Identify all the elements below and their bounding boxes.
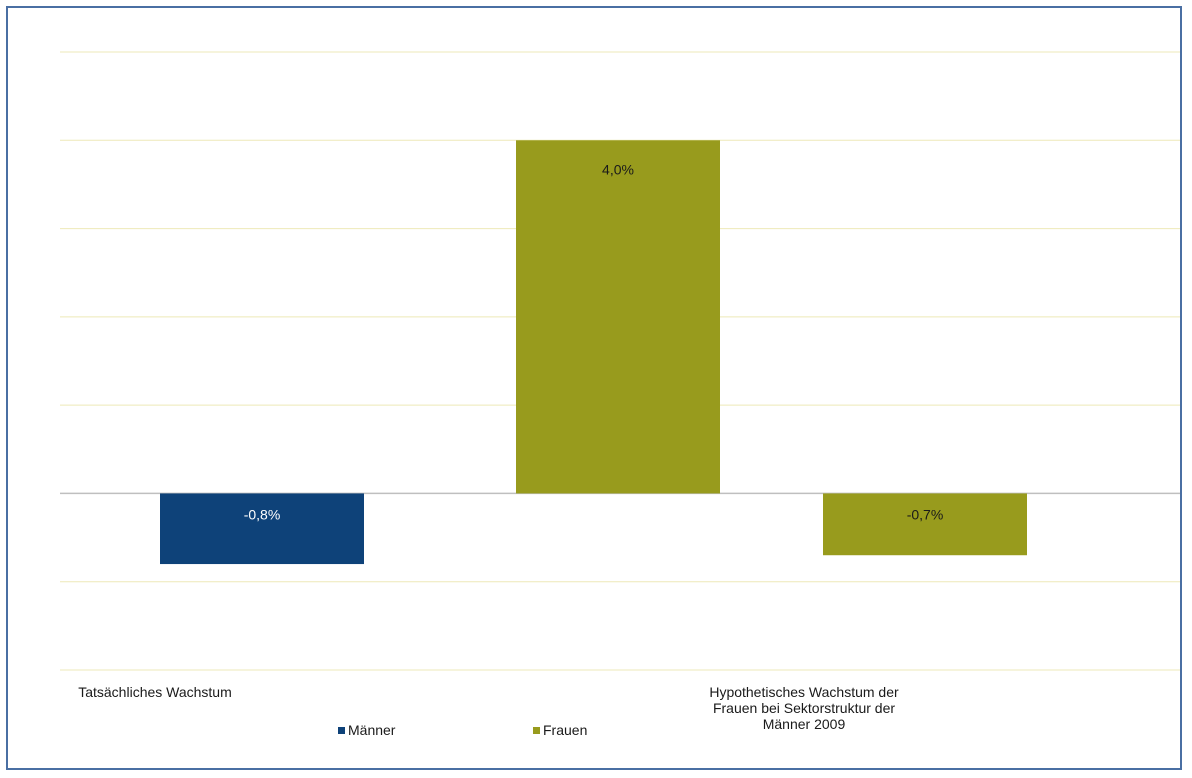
data-label-0: -0,8% [244, 506, 281, 522]
bar-mnner-0 [160, 493, 364, 565]
legend: Männer Frauen [338, 722, 587, 738]
bars [160, 140, 1027, 565]
legend-label-mnner: Männer [348, 722, 396, 738]
category-labels: Tatsächliches Wachstum Hypothetisches Wac… [78, 684, 899, 732]
data-label-2: -0,7% [907, 506, 944, 522]
data-label-1: 4,0% [602, 161, 634, 177]
data-labels: -0,8% 4,0% -0,7% [244, 161, 944, 522]
bar-frauen-2 [823, 493, 1027, 556]
legend-swatch-mnner [338, 727, 345, 734]
legend-label-frauen: Frauen [543, 722, 587, 738]
bar-frauen-1 [516, 140, 720, 494]
legend-swatch-frauen [533, 727, 540, 734]
category-label-1: Hypothetisches Wachstum der Frauen bei Se… [709, 684, 899, 732]
category-label-0: Tatsächliches Wachstum [78, 684, 232, 700]
